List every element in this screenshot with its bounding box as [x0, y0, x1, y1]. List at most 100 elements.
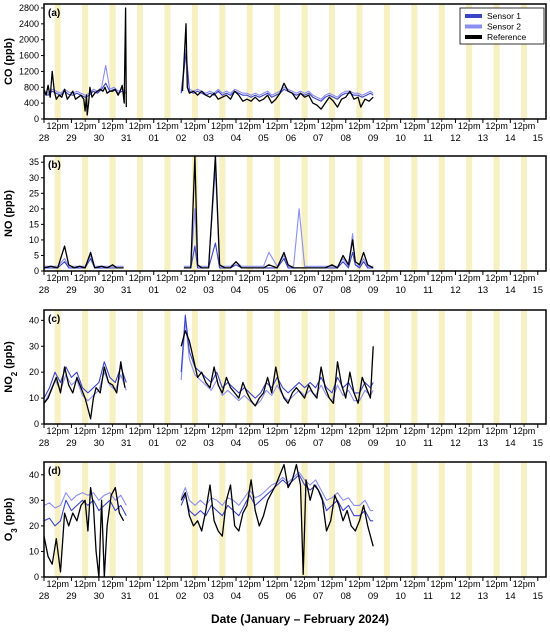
y-tick-label: 35	[29, 157, 39, 167]
noon-tick-label: 12pm	[211, 579, 234, 589]
y-axis-label: NO (ppb)	[3, 190, 15, 237]
y-tick-label: 0	[34, 572, 39, 582]
y-tick-label: 2800	[19, 3, 39, 13]
noon-tick-label: 12pm	[485, 426, 508, 436]
y-tick-label: 20	[29, 204, 39, 214]
panel-letter: (a)	[48, 8, 60, 19]
day-label: 10	[395, 591, 406, 602]
day-label: 29	[66, 591, 77, 602]
series-line-sensor-2	[43, 492, 127, 509]
noon-tick-label: 12pm	[156, 121, 179, 131]
day-label: 30	[94, 438, 105, 449]
daytime-band	[356, 156, 363, 271]
daytime-band	[383, 462, 390, 577]
noon-tick-label: 12pm	[293, 579, 316, 589]
daytime-band	[329, 310, 336, 424]
day-label: 31	[121, 591, 132, 602]
noon-tick-label: 12pm	[321, 121, 344, 131]
day-label: 14	[505, 591, 516, 602]
day-label: 08	[340, 438, 351, 449]
noon-tick-label: 12pm	[403, 426, 426, 436]
series-line-sensor-1	[43, 82, 127, 98]
day-label: 15	[532, 438, 543, 449]
day-label: 09	[368, 591, 379, 602]
noon-tick-label: 12pm	[485, 121, 508, 131]
plot-frame	[43, 461, 547, 578]
noon-tick-label: 12pm	[211, 121, 234, 131]
daytime-band	[329, 462, 336, 577]
day-label: 14	[505, 133, 516, 144]
noon-tick-label: 12pm	[403, 579, 426, 589]
noon-tick-label: 12pm	[321, 273, 344, 283]
day-label: 01	[148, 438, 159, 449]
noon-tick-label: 12pm	[156, 579, 179, 589]
noon-tick-label: 12pm	[348, 426, 371, 436]
noon-tick-label: 12pm	[458, 579, 481, 589]
y-tick-label: 30	[29, 495, 39, 505]
y-tick-label: 1600	[19, 51, 39, 61]
noon-tick-label: 12pm	[376, 579, 399, 589]
noon-tick-label: 12pm	[129, 579, 152, 589]
daytime-band	[246, 4, 253, 119]
day-label: 04	[231, 285, 242, 296]
daytime-band	[301, 4, 308, 119]
daytime-band	[411, 156, 418, 271]
noon-tick-label: 12pm	[348, 579, 371, 589]
noon-tick-label: 12pm	[74, 121, 97, 131]
series-line-reference	[43, 7, 127, 116]
panel-letter: (c)	[48, 314, 60, 325]
daytime-band	[246, 462, 253, 577]
noon-tick-label: 12pm	[101, 121, 124, 131]
y-tick-label: 2400	[19, 19, 39, 29]
daytime-band	[274, 462, 281, 577]
noon-tick-label: 12pm	[266, 579, 289, 589]
day-label: 04	[231, 133, 242, 144]
daytime-band	[82, 462, 89, 577]
day-label: 06	[286, 591, 297, 602]
plot-frame	[43, 309, 547, 425]
daytime-band	[164, 462, 171, 577]
y-tick-label: 10	[29, 546, 39, 556]
day-label: 07	[313, 591, 324, 602]
day-label: 02	[176, 591, 187, 602]
daytime-band	[219, 4, 226, 119]
daytime-band	[54, 310, 61, 424]
day-label: 29	[66, 285, 77, 296]
noon-tick-label: 12pm	[46, 426, 69, 436]
day-label: 06	[286, 285, 297, 296]
daytime-band	[136, 156, 144, 271]
panel-letter: (d)	[48, 466, 61, 477]
daytime-band	[493, 4, 500, 119]
day-label: 08	[340, 133, 351, 144]
noon-tick-label: 12pm	[101, 426, 124, 436]
day-label: 29	[66, 438, 77, 449]
daytime-band	[191, 462, 198, 577]
series-line-sensor-2	[43, 64, 127, 96]
day-label: 05	[258, 438, 269, 449]
noon-tick-label: 12pm	[513, 579, 536, 589]
daytime-band	[301, 310, 308, 424]
y-tick-label: 30	[29, 341, 39, 351]
daytime-band	[54, 156, 61, 271]
daytime-band	[521, 310, 528, 424]
day-label: 12	[450, 591, 461, 602]
noon-tick-label: 12pm	[513, 121, 536, 131]
day-label: 08	[340, 285, 351, 296]
noon-tick-label: 12pm	[238, 121, 261, 131]
noon-tick-label: 12pm	[74, 426, 97, 436]
series-line-reference	[180, 330, 374, 407]
daytime-band	[274, 310, 281, 424]
day-label: 09	[368, 285, 379, 296]
noon-tick-label: 12pm	[156, 273, 179, 283]
noon-tick-label: 12pm	[184, 426, 207, 436]
legend-label: Sensor 1	[487, 11, 521, 21]
day-label: 03	[203, 438, 214, 449]
day-label: 12	[450, 438, 461, 449]
daytime-band	[438, 310, 445, 424]
day-label: 13	[478, 591, 489, 602]
noon-tick-label: 12pm	[348, 121, 371, 131]
day-label: 30	[94, 285, 105, 296]
day-label: 04	[231, 438, 242, 449]
day-label: 04	[231, 591, 242, 602]
day-label: 12	[450, 285, 461, 296]
